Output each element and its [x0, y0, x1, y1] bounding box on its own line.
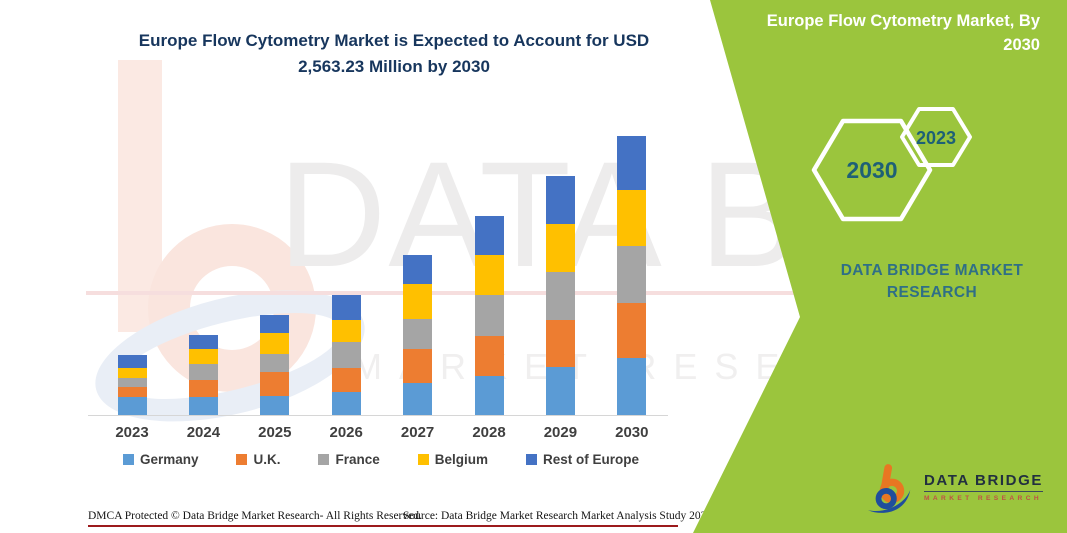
x-axis-label: 2030 — [615, 424, 649, 441]
bar-segment-rest-of-europe — [188, 335, 218, 349]
legend-item-belgium: Belgium — [417, 452, 489, 467]
logo-name: DATA BRIDGE — [924, 472, 1043, 492]
x-axis-label: 2026 — [329, 424, 363, 441]
bar-segment-belgium — [545, 224, 575, 272]
bar-segment-france — [331, 342, 361, 368]
hexagon-2023 — [900, 107, 972, 167]
bar-segment-belgium — [188, 349, 218, 364]
bar-segment-france — [260, 354, 290, 372]
bar-segment-france — [188, 364, 218, 380]
bar-column-2027 — [403, 255, 433, 415]
x-axis-label: 2028 — [472, 424, 506, 441]
bar-segment-germany — [403, 383, 433, 415]
legend-swatch — [318, 454, 330, 465]
legend-swatch — [526, 454, 538, 465]
bar-column-2030 — [617, 136, 647, 415]
bar-segment-belgium — [403, 284, 433, 319]
bar-segment-france — [403, 319, 433, 349]
bar-segment-rest-of-europe — [545, 176, 575, 224]
bar-segment-germany — [331, 392, 361, 415]
bar-segment-germany — [260, 396, 290, 415]
legend-swatch — [122, 454, 134, 465]
bar-column-2024 — [188, 335, 218, 415]
chart-title: Europe Flow Cytometry Market is Expected… — [138, 31, 650, 77]
bar-segment-rest-of-europe — [260, 315, 290, 333]
bar-segment-germany — [474, 376, 504, 415]
hexagon-2023-label: 2023 — [916, 128, 956, 148]
bar-segment-rest-of-europe — [331, 295, 361, 320]
bar-segment-u-k- — [545, 320, 575, 367]
bottom-accent-line — [88, 525, 678, 527]
bar-segment-germany — [545, 367, 575, 415]
panel-title: Europe Flow Cytometry Market, By 2030 — [766, 12, 1040, 54]
bar-segment-u-k- — [188, 380, 218, 397]
footer-dmca-text: DMCA Protected © Data Bridge Market Rese… — [88, 510, 422, 522]
bar-segment-rest-of-europe — [403, 255, 433, 284]
dbmr-logo: DATA BRIDGE MARKET RESEARCH — [866, 462, 1043, 514]
hexagon-badges: 2030 2023 — [811, 107, 972, 222]
bar-column-2028 — [474, 216, 504, 415]
legend-swatch — [236, 454, 248, 465]
bar-segment-belgium — [474, 255, 504, 295]
bar-segment-belgium — [331, 320, 361, 342]
bar-segment-france — [117, 378, 147, 387]
bar-segment-rest-of-europe — [617, 136, 647, 190]
x-axis-line — [88, 415, 668, 416]
hexagon-2030 — [811, 118, 933, 222]
legend-item-rest-of-europe: Rest of Europe — [526, 452, 639, 467]
chart-legend: Germany U.K. France Belgium Rest of Europe — [95, 452, 667, 467]
x-axis-labels: 2023 2024 2025 2026 2027 2028 2029 2030 — [95, 424, 667, 442]
bar-segment-u-k- — [617, 303, 647, 358]
legend-label: Germany — [139, 452, 199, 467]
bar-column-2026 — [331, 295, 361, 415]
dbmr-logo-icon — [867, 464, 911, 513]
bar-segment-germany — [617, 358, 647, 415]
footer-source-text: Source: Data Bridge Market Research Mark… — [403, 510, 713, 522]
bar-segment-belgium — [260, 333, 290, 354]
bar-segment-rest-of-europe — [117, 355, 147, 368]
legend-swatch — [417, 454, 429, 465]
bar-segment-france — [617, 246, 647, 303]
legend-label: Rest of Europe — [543, 452, 640, 467]
stacked-bar-chart — [95, 120, 667, 415]
x-axis-label: 2024 — [186, 424, 221, 441]
bar-column-2023 — [117, 355, 147, 415]
bar-segment-belgium — [617, 190, 647, 246]
x-axis-label: 2025 — [258, 424, 292, 441]
legend-label: U.K. — [253, 452, 281, 467]
bar-column-2025 — [260, 315, 290, 415]
panel-brand-text: DATA BRIDGE MARKET RESEARCH — [840, 262, 1024, 302]
bar-segment-u-k- — [260, 372, 290, 396]
bar-segment-france — [545, 272, 575, 320]
bar-segment-belgium — [117, 368, 147, 378]
bar-segment-u-k- — [474, 336, 504, 376]
legend-item-u-k-: U.K. — [236, 452, 280, 467]
legend-item-france: France — [318, 452, 380, 467]
bar-segment-germany — [117, 397, 147, 415]
bar-segment-u-k- — [117, 387, 147, 397]
bar-segment-rest-of-europe — [474, 216, 504, 255]
bar-column-2029 — [545, 176, 575, 415]
bar-segment-germany — [188, 397, 218, 415]
hexagon-2030-label: 2030 — [846, 157, 897, 183]
bar-segment-u-k- — [331, 368, 361, 392]
x-axis-label: 2029 — [543, 424, 578, 441]
legend-label: France — [335, 452, 380, 467]
logo-subtitle: MARKET RESEARCH — [924, 495, 1043, 502]
x-axis-label: 2027 — [400, 424, 435, 441]
x-axis-label: 2023 — [115, 424, 149, 441]
legend-item-germany: Germany — [122, 452, 199, 467]
legend-label: Belgium — [434, 452, 489, 467]
bar-segment-u-k- — [403, 349, 433, 383]
bar-segment-france — [474, 295, 504, 336]
